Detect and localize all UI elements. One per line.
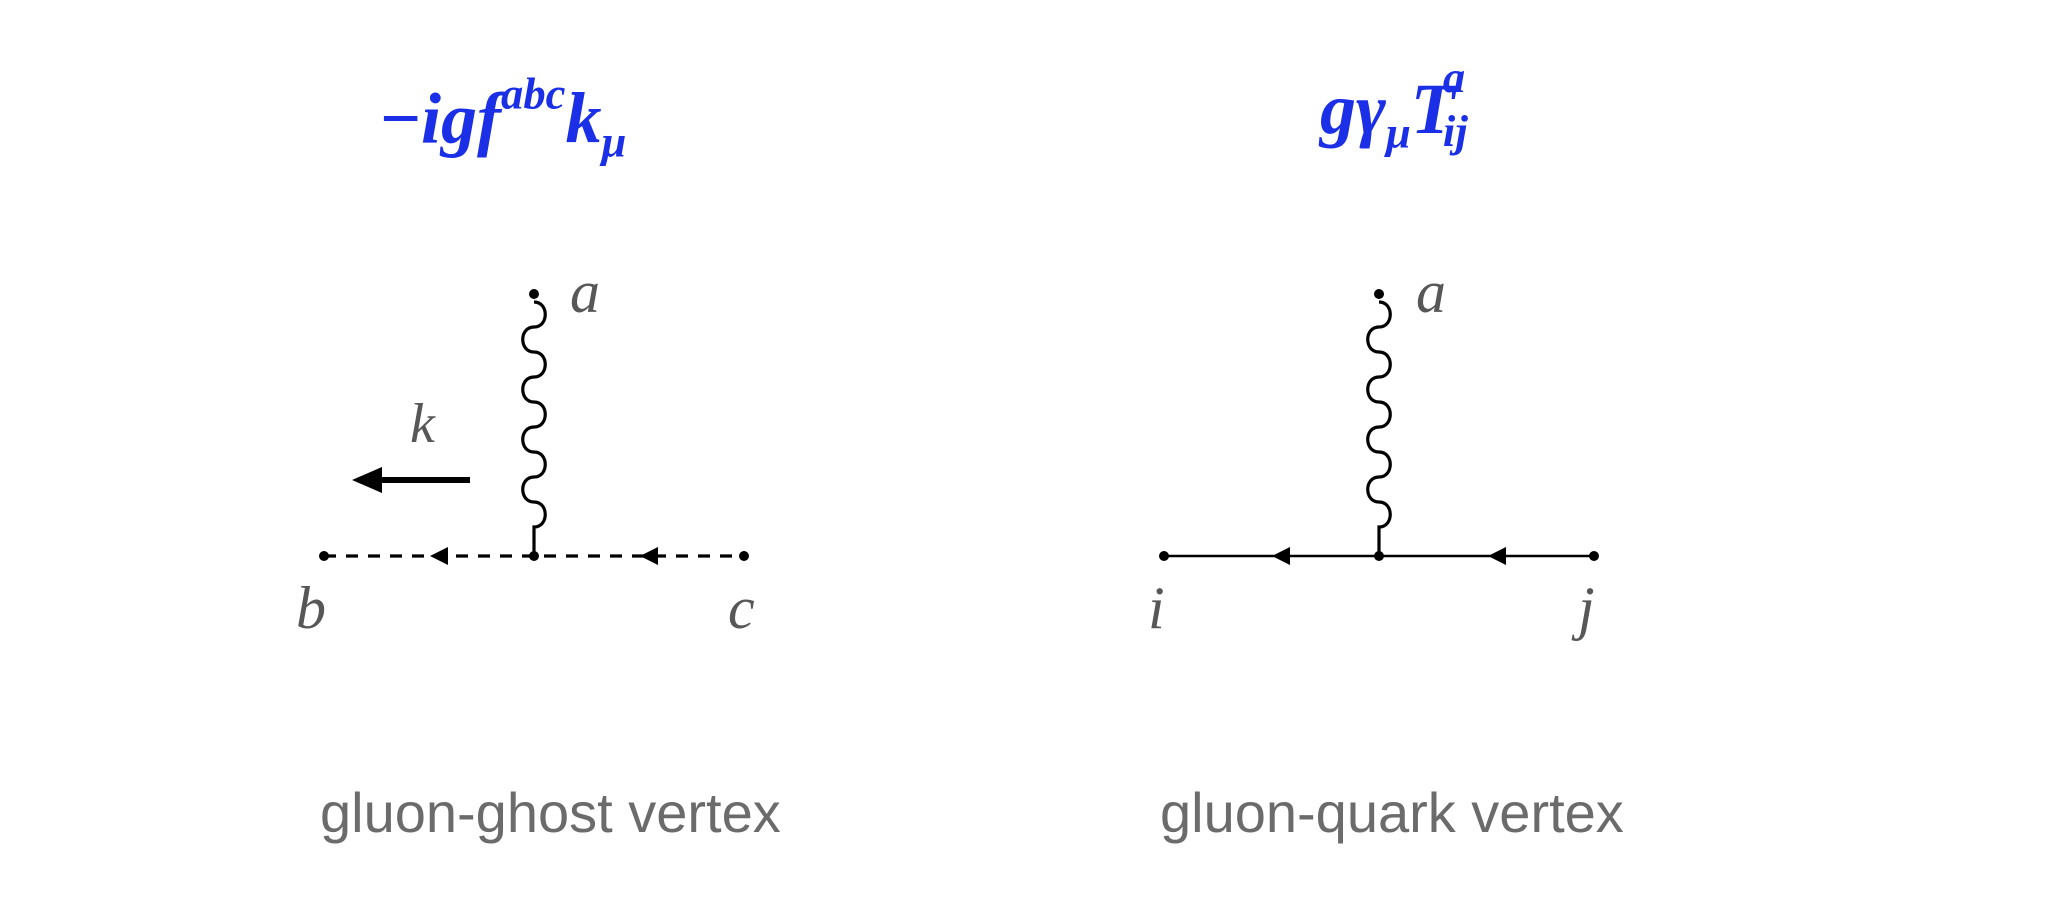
sym-T: Taij <box>1411 69 1471 149</box>
sub-mu2: μ <box>1386 108 1411 158</box>
formula-gluon-quark: gγμTaij <box>1320 68 1471 159</box>
gluon-line <box>1368 289 1391 556</box>
caption-gluon-ghost: gluon-ghost vertex <box>320 780 781 845</box>
sup-a: a <box>1443 51 1465 103</box>
node-label-b: b <box>296 574 326 643</box>
sym-g: g <box>441 78 477 158</box>
sym-k: kμ <box>565 78 626 158</box>
node-label-c: c <box>728 574 755 643</box>
sym-gamma: γμ <box>1356 69 1411 149</box>
formula-gluon-ghost: −igfabckμ <box>380 68 626 168</box>
sym-g2: g <box>1320 69 1356 149</box>
momentum-arrow <box>352 467 470 493</box>
node-label-i: i <box>1148 574 1165 643</box>
sym-i: i <box>421 78 441 158</box>
sub-ij: ij <box>1443 105 1468 157</box>
caption-gluon-quark: gluon-quark vertex <box>1160 780 1624 845</box>
momentum-label-k: k <box>410 392 435 456</box>
sym-f: fabc <box>477 78 565 158</box>
gluon-line <box>523 289 546 556</box>
panel-gluon-quark: gγμTaij a i j gluon-quark vertex <box>1070 0 1830 918</box>
node-label-j: j <box>1578 574 1595 643</box>
panel-gluon-ghost: −igfabckμ <box>210 0 970 918</box>
node-label-a: a <box>570 258 600 327</box>
figure-canvas: −igfabckμ <box>0 0 2048 918</box>
minus-sign: − <box>380 78 421 158</box>
sup-abc: abc <box>501 69 565 119</box>
node-label-a2: a <box>1416 258 1446 327</box>
sub-mu: μ <box>601 117 626 167</box>
